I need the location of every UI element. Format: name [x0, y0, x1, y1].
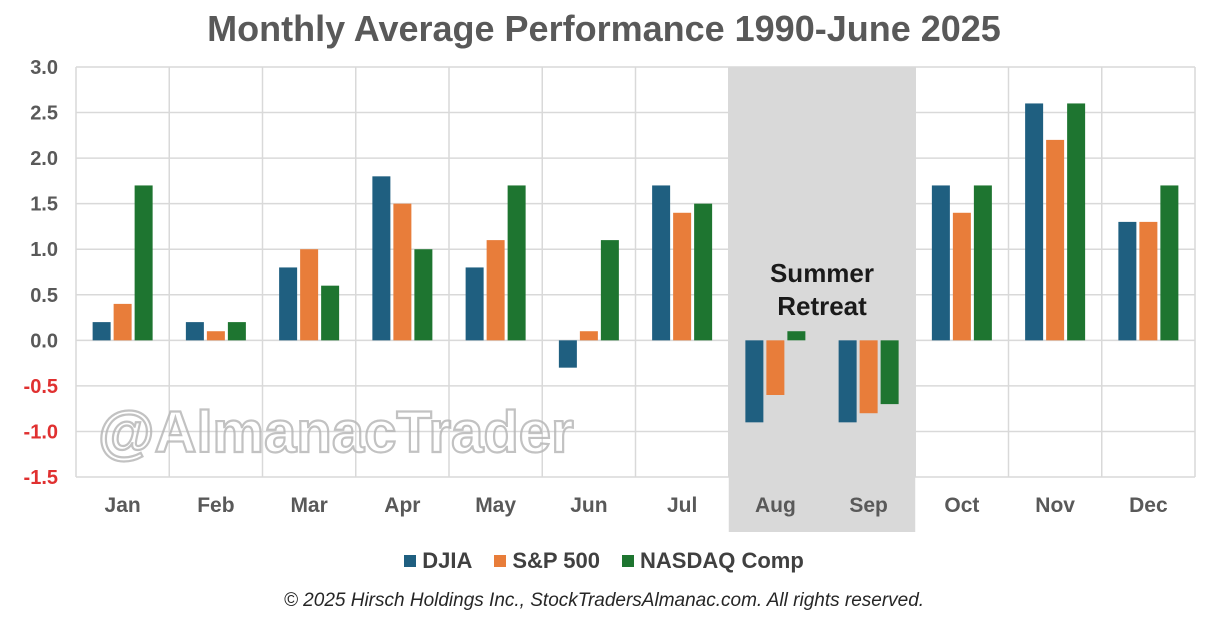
bar-sep-s-p-500 — [859, 340, 878, 414]
bar-jun-s-p-500 — [579, 331, 598, 341]
y-tick-label: 1.5 — [30, 194, 58, 216]
bar-feb-djia — [185, 322, 204, 341]
x-axis-labels: Jan Feb Mar Apr May Jun Jul Aug Sep Oct Nov Dec — [105, 494, 1168, 517]
x-tick-label: Nov — [1035, 494, 1075, 517]
bar-jan-djia — [92, 322, 111, 341]
y-tick-label: 2.0 — [30, 148, 58, 170]
bar-feb-nasdaq-comp — [227, 322, 246, 341]
bar-mar-s-p-500 — [300, 249, 319, 341]
bar-dec-s-p-500 — [1139, 221, 1158, 341]
x-tick-label: Jan — [105, 494, 141, 517]
bar-oct-nasdaq-comp — [973, 185, 992, 341]
bar-jun-nasdaq-comp — [600, 240, 619, 341]
watermark-layer: @AlmanacTrader — [97, 399, 575, 466]
x-tick-label: Feb — [197, 494, 234, 517]
bar-dec-djia — [1118, 221, 1137, 341]
bar-nov-s-p-500 — [1046, 139, 1065, 341]
grid-lines — [75, 66, 1196, 478]
y-tick-label: 0.5 — [30, 285, 58, 307]
bar-mar-nasdaq-comp — [321, 285, 340, 341]
bar-aug-nasdaq-comp — [787, 331, 806, 341]
bar-jun-djia — [558, 340, 577, 368]
legend-swatch-nasdaq — [622, 555, 634, 567]
annotation-summer-retreat: Summer — [770, 258, 874, 288]
x-tick-label: Sep — [849, 494, 888, 517]
y-tick-label: -1.0 — [24, 421, 58, 443]
bar-jul-s-p-500 — [673, 212, 692, 341]
highlight-shading — [728, 67, 916, 532]
bar-aug-s-p-500 — [766, 340, 785, 395]
legend: DJIA S&P 500 NASDAQ Comp — [0, 548, 1208, 574]
legend-item-djia: DJIA — [404, 548, 472, 574]
legend-item-nasdaq: NASDAQ Comp — [622, 548, 804, 574]
copyright-notice: © 2025 Hirsch Holdings Inc., StockTrader… — [283, 590, 925, 611]
y-tick-label: 1.0 — [30, 239, 58, 261]
bar-may-nasdaq-comp — [507, 185, 526, 341]
bar-sep-nasdaq-comp — [880, 340, 899, 405]
bars — [92, 103, 1179, 423]
bar-nov-nasdaq-comp — [1067, 103, 1086, 341]
bar-chart: 3.0 2.5 2.0 1.5 1.0 0.5 0.0 -0.5 -1.0 -1.5 @Alman… — [24, 57, 1196, 532]
x-tick-label: Jun — [570, 494, 607, 517]
bar-apr-djia — [372, 176, 391, 341]
x-tick-label: May — [475, 494, 516, 517]
x-tick-label: Aug — [755, 494, 796, 517]
bar-sep-djia — [838, 340, 857, 423]
bar-mar-djia — [279, 267, 298, 341]
y-tick-label: -1.5 — [24, 467, 58, 489]
bar-apr-nasdaq-comp — [414, 249, 433, 341]
x-tick-label: Oct — [944, 494, 979, 517]
legend-swatch-sp500 — [494, 555, 507, 567]
x-tick-label: Mar — [290, 494, 327, 517]
highlight-sep — [822, 67, 916, 532]
bar-may-djia — [465, 267, 484, 341]
legend-label-nasdaq: NASDAQ Comp — [640, 548, 804, 573]
bar-jul-nasdaq-comp — [694, 203, 713, 341]
x-tick-label: Dec — [1129, 494, 1168, 517]
bar-nov-djia — [1025, 103, 1044, 341]
highlight-aug — [728, 67, 822, 532]
legend-label-sp500: S&P 500 — [512, 548, 600, 573]
bar-jan-nasdaq-comp — [134, 185, 153, 341]
bar-dec-nasdaq-comp — [1160, 185, 1179, 341]
bar-feb-s-p-500 — [206, 331, 225, 341]
y-tick-label: -0.5 — [24, 376, 58, 398]
legend-item-sp500: S&P 500 — [494, 548, 600, 574]
x-tick-label: Apr — [384, 494, 420, 517]
bar-jul-djia — [652, 185, 671, 341]
y-tick-label: 0.0 — [30, 330, 58, 352]
chart-title: Monthly Average Performance 1990-June 20… — [207, 8, 1001, 49]
y-tick-label: 2.5 — [30, 103, 58, 125]
y-tick-label: 3.0 — [30, 57, 58, 79]
bar-oct-djia — [931, 185, 950, 341]
legend-swatch-djia — [404, 555, 417, 567]
bar-apr-s-p-500 — [393, 203, 412, 341]
x-tick-label: Jul — [667, 494, 697, 517]
watermark-text: @AlmanacTrader — [98, 400, 574, 465]
y-axis-ticks: 3.0 2.5 2.0 1.5 1.0 0.5 0.0 -0.5 -1.0 -1.5 — [24, 57, 58, 489]
bar-may-s-p-500 — [486, 240, 505, 341]
annotation-summer-retreat: Retreat — [777, 291, 867, 321]
bar-aug-djia — [745, 340, 764, 423]
legend-label-djia: DJIA — [422, 548, 473, 573]
bar-jan-s-p-500 — [113, 303, 132, 341]
bar-oct-s-p-500 — [952, 212, 971, 341]
